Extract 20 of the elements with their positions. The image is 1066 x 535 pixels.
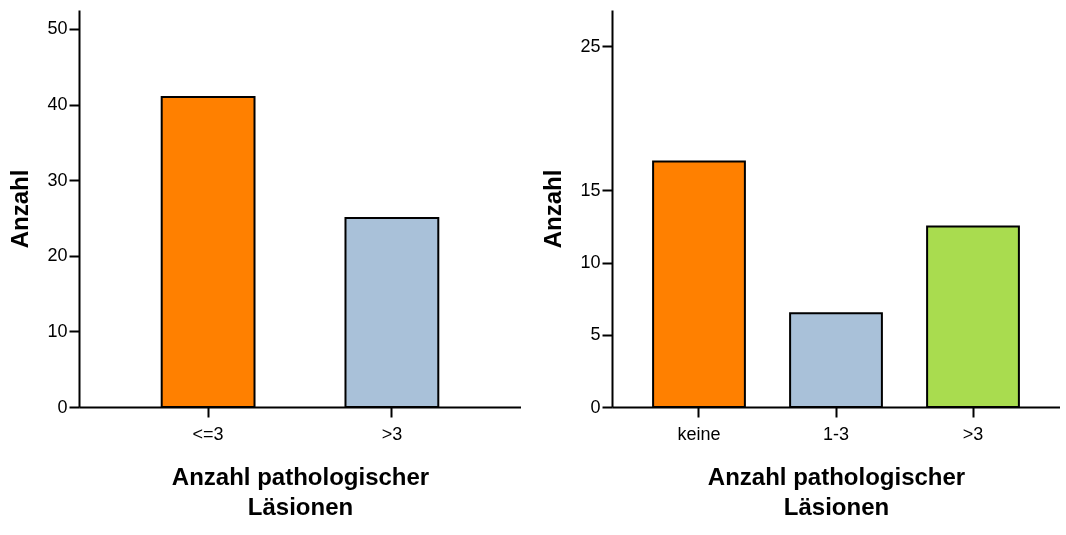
x-axis-title: Anzahl pathologischer Läsionen <box>707 462 966 520</box>
y-tick-label: 0 <box>590 396 601 417</box>
y-axis-title: Anzahl <box>6 169 34 249</box>
y-tick-label: 10 <box>47 320 68 341</box>
y-axis-title: Anzahl <box>539 169 567 249</box>
y-tick-label: 0 <box>57 396 68 417</box>
y-tick-label: 30 <box>47 169 68 190</box>
y-tick-label: 10 <box>580 252 601 273</box>
y-tick-label: 50 <box>47 18 68 39</box>
x-tick-label: 1-3 <box>822 423 850 444</box>
x-tick-label: <=3 <box>192 423 224 444</box>
x-tick-label: >3 <box>381 423 403 444</box>
y-tick-label: 5 <box>590 324 601 345</box>
x-tick-label: keine <box>677 423 721 444</box>
x-axis-title: Anzahl pathologischer Läsionen <box>171 462 430 520</box>
x-tick-label: >3 <box>962 423 984 444</box>
y-tick-label: 25 <box>580 35 601 56</box>
y-tick-label: 15 <box>580 179 601 200</box>
y-tick-label: 20 <box>47 245 68 266</box>
y-tick-label: 40 <box>47 94 68 115</box>
